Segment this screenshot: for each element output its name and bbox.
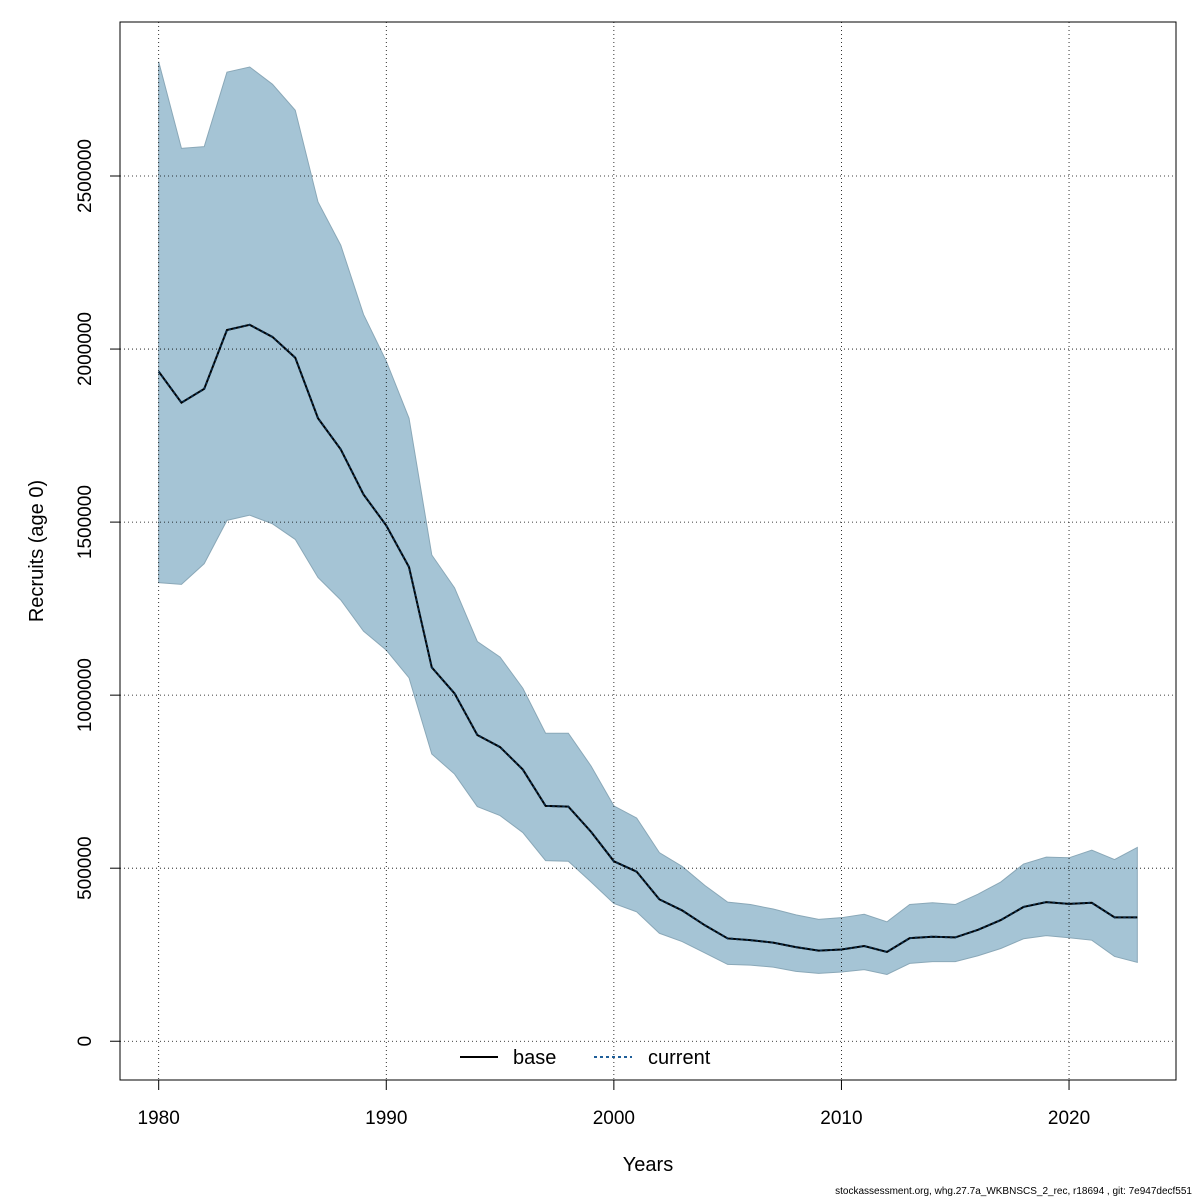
y-tick-label: 1000000 — [75, 658, 96, 732]
y-tick-label: 1500000 — [75, 485, 96, 559]
confidence-band — [158, 61, 1138, 975]
series-layer — [157, 323, 1138, 954]
y-tick-label: 0 — [75, 1036, 96, 1047]
x-tick-label: 1990 — [365, 1108, 407, 1129]
legend-current-label: current — [648, 1047, 711, 1069]
y-tick-label: 2000000 — [75, 312, 96, 386]
series-line-current — [157, 323, 1138, 954]
y-tick-label: 2500000 — [75, 139, 96, 213]
x-tick-label: 2010 — [820, 1108, 862, 1129]
x-axis-title: Years — [623, 1154, 673, 1176]
axis-layer: 1980 1990 2000 2010 2020 0 500000 1000000 150000… — [75, 139, 1090, 1129]
footer-note: stockassessment.org, whg.27.7a_WKBNSCS_2… — [835, 1186, 1192, 1197]
legend: base current — [460, 1047, 711, 1069]
y-tick-label: 500000 — [75, 836, 96, 899]
legend-base-label: base — [513, 1047, 556, 1069]
y-axis-title: Recruits (age 0) — [26, 480, 48, 622]
x-tick-label: 2000 — [593, 1108, 635, 1129]
x-tick-label: 2020 — [1048, 1108, 1090, 1129]
confidence-band-layer — [158, 61, 1138, 975]
grid-layer — [120, 22, 1176, 1080]
x-tick-label: 1980 — [138, 1108, 180, 1129]
